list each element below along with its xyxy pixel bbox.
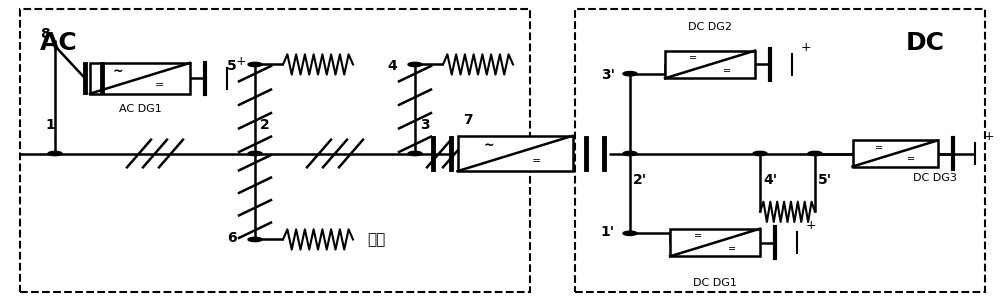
Text: =: = [694,231,702,241]
Bar [670,229,760,256]
Text: 2: 2 [260,118,270,132]
Text: +: + [236,55,246,68]
Bar [575,9,985,292]
Circle shape [753,151,767,156]
Text: 6: 6 [227,231,237,245]
Text: 4': 4' [763,173,777,188]
Text: AC: AC [40,31,78,55]
Text: +: + [801,41,811,54]
Text: 负载: 负载 [367,232,385,247]
Text: 3': 3' [601,68,615,82]
Text: DC DG2: DC DG2 [688,22,732,32]
Circle shape [248,62,262,67]
Bar [90,63,190,94]
Circle shape [408,151,422,156]
Text: +: + [806,219,816,232]
Bar [20,9,530,292]
Text: 1': 1' [601,225,615,239]
Bar [665,51,755,78]
Circle shape [48,151,62,156]
Text: =: = [154,80,164,90]
Circle shape [248,237,262,242]
Text: DC DG1: DC DG1 [693,278,737,288]
Text: 5: 5 [227,59,237,73]
Circle shape [623,231,637,235]
Text: ~: ~ [484,139,494,152]
Text: 5': 5' [818,173,832,188]
Text: DC: DC [906,31,945,55]
Text: =: = [723,66,731,76]
Text: =: = [875,143,883,153]
Text: =: = [689,53,697,63]
Circle shape [623,151,637,156]
Text: AC DG1: AC DG1 [119,104,161,115]
Text: +: + [983,130,994,143]
Text: =: = [532,156,542,166]
Bar [852,140,938,166]
Text: 7: 7 [463,113,472,126]
Circle shape [408,62,422,67]
Text: 2': 2' [633,173,647,188]
Circle shape [808,151,822,156]
Text: =: = [907,154,915,164]
Text: 8: 8 [40,27,50,41]
Circle shape [248,151,262,156]
Bar [458,136,572,171]
Text: =: = [728,244,736,254]
Text: 4: 4 [387,59,397,73]
Text: ~: ~ [112,65,123,78]
Text: DC DG3: DC DG3 [913,173,957,184]
Text: 1: 1 [45,118,55,132]
Text: 3: 3 [420,118,430,132]
Circle shape [623,72,637,76]
